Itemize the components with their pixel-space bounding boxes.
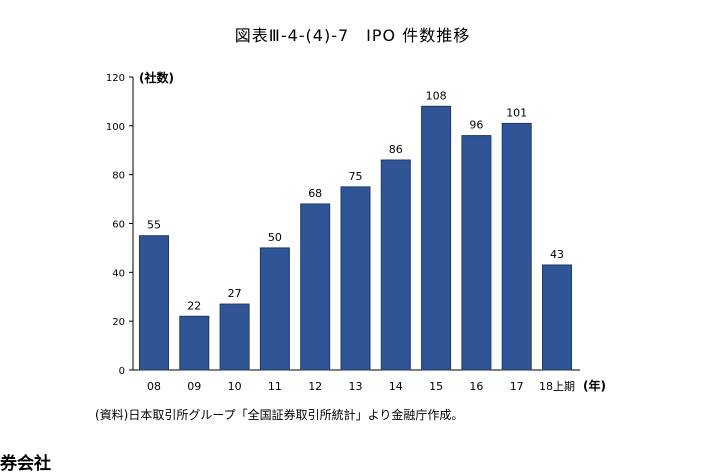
bar-11 — [259, 247, 290, 371]
data-label-10: 27 — [228, 287, 242, 300]
data-label-15: 108 — [426, 89, 447, 102]
y-tick-label: 80 — [112, 171, 125, 182]
y-tick-label: 20 — [112, 317, 125, 328]
source-note: (資料)日本取引所グループ「全国証券取引所統計」より金融庁作成。 — [95, 408, 464, 422]
y-tick-label: 120 — [106, 73, 125, 84]
x-tick-label-11: 11 — [268, 380, 282, 393]
footer-heading: 券会社 — [0, 454, 51, 474]
bar-15 — [421, 105, 452, 371]
y-axis-unit-label: (社数) — [139, 70, 174, 85]
bar-08 — [139, 235, 169, 371]
x-axis-unit-label: (年) — [583, 378, 606, 393]
y-tick-label: 0 — [119, 366, 125, 377]
data-label-17: 101 — [506, 106, 527, 119]
x-tick-label-17: 17 — [510, 380, 524, 393]
bar-16 — [461, 135, 492, 371]
x-tick-label-18上期: 18上期 — [539, 380, 575, 393]
bar-18上期 — [542, 264, 572, 371]
bar-14 — [380, 159, 411, 371]
data-label-16: 96 — [469, 119, 483, 132]
x-tick-label-09: 09 — [187, 380, 201, 393]
x-tick-label-12: 12 — [308, 380, 322, 393]
x-tick-label-08: 08 — [147, 380, 161, 393]
x-tick-label-13: 13 — [349, 380, 363, 393]
data-labels: 55 22 27 50 68 75 86 108 96 101 43 — [147, 89, 564, 312]
bar-09 — [179, 315, 210, 371]
y-tick-label: 60 — [112, 220, 125, 231]
y-tick-label: 100 — [106, 122, 125, 133]
bar-10 — [219, 303, 250, 371]
x-tick-label-15: 15 — [429, 380, 443, 393]
bar-13 — [340, 186, 371, 371]
data-label-18上期: 43 — [550, 248, 564, 261]
x-tick-label-16: 16 — [469, 380, 483, 393]
data-label-14: 86 — [389, 143, 403, 156]
bar-12 — [300, 203, 331, 371]
ipo-bar-chart: 0 20 40 60 80 100 120 08 09 10 11 12 13 14 15 16 17 18上期… — [106, 70, 606, 393]
x-axis: 08 09 10 11 12 13 14 15 16 17 18上期 — [133, 369, 580, 393]
data-label-09: 22 — [187, 299, 201, 312]
data-label-12: 68 — [308, 187, 322, 200]
x-tick-label-14: 14 — [389, 380, 403, 393]
y-tick-label: 40 — [112, 268, 125, 279]
page-title: 図表Ⅲ-4-(4)-7 IPO 件数推移 — [234, 26, 471, 45]
data-label-08: 55 — [147, 219, 161, 232]
data-label-13: 75 — [349, 170, 363, 183]
x-tick-label-10: 10 — [228, 380, 242, 393]
bar-17 — [501, 122, 532, 371]
data-label-11: 50 — [268, 231, 282, 244]
y-axis: 0 20 40 60 80 100 120 — [106, 73, 134, 377]
bars — [139, 105, 572, 371]
